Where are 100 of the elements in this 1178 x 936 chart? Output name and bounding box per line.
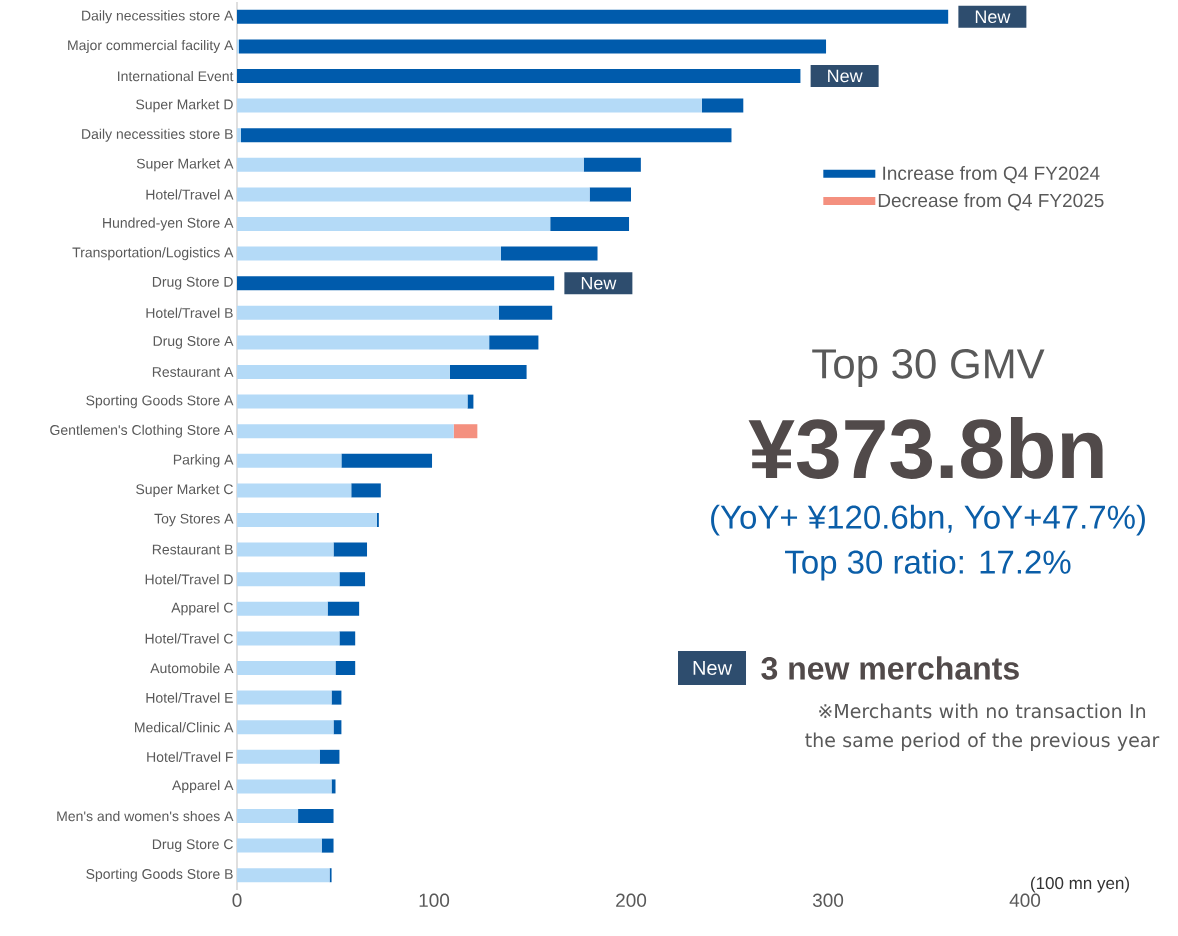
bar <box>237 9 949 24</box>
y-tick-label: Restaurant B <box>152 544 233 555</box>
bar <box>237 542 334 557</box>
bar <box>341 453 433 468</box>
bar <box>449 365 527 380</box>
bar <box>237 69 801 84</box>
bar <box>489 335 539 350</box>
bar <box>237 157 584 172</box>
y-tick-label: Hundred-yen Store A <box>103 217 234 231</box>
bar <box>321 838 334 853</box>
y-tick-label: Super Market C <box>136 483 233 497</box>
y-tick-label: Sporting Goods Store A <box>86 395 234 409</box>
bar <box>499 305 553 320</box>
y-tick-label: Hotel/Travel C <box>145 633 233 644</box>
bar <box>237 217 551 232</box>
bar <box>237 661 336 676</box>
bar <box>237 98 702 113</box>
x-tick-label: 0 <box>232 893 242 907</box>
y-tick-label: Hotel/Travel E <box>146 692 233 703</box>
y-tick-label: Drug Store C <box>152 839 233 852</box>
bar <box>237 720 334 735</box>
bar <box>237 246 501 261</box>
bar <box>237 335 490 350</box>
bar <box>339 631 356 646</box>
bar <box>237 187 590 202</box>
bar <box>339 572 366 587</box>
y-tick-label: Daily necessities store A <box>82 10 234 24</box>
bar <box>589 187 631 202</box>
bar <box>335 661 356 676</box>
bar <box>237 809 299 824</box>
bar <box>319 749 340 764</box>
y-tick-label: Hotel/Travel A <box>146 189 234 200</box>
y-tick-label: Drug Store D <box>152 276 233 290</box>
annotation: New <box>581 276 617 290</box>
bar <box>331 690 342 705</box>
bar <box>238 39 827 54</box>
y-tick-label: Toy Stores A <box>154 513 234 527</box>
y-tick-label: International Event <box>118 70 234 82</box>
bar <box>550 217 630 232</box>
bar <box>237 453 342 468</box>
bar <box>237 276 555 291</box>
bar <box>351 483 381 498</box>
x-tick-label: 300 <box>812 893 844 907</box>
annotation: Top 30 GMV <box>812 348 1045 388</box>
bar <box>237 483 352 498</box>
annotation: ※Merchants with no transaction In the same period of the previous year <box>805 703 1160 751</box>
y-tick-label: Hotel/Travel B <box>146 307 233 318</box>
bar <box>237 868 330 883</box>
y-tick-label: Hotel/Travel D <box>145 574 233 585</box>
bar <box>237 601 328 616</box>
y-tick-label: Sporting Goods Store B <box>86 868 233 882</box>
y-tick-label: Transportation/Logistics A <box>72 247 234 261</box>
annotation: New <box>693 661 733 675</box>
bar <box>237 749 320 764</box>
bar <box>237 690 332 705</box>
y-tick-label: Super Market A <box>136 158 234 172</box>
bar <box>327 601 360 616</box>
annotation: New <box>975 10 1011 24</box>
bar <box>467 394 474 409</box>
y-tick-label: Restaurant A <box>152 367 234 377</box>
y-tick-label: Hotel/Travel F <box>147 751 233 762</box>
annotation: Top 30 ratio: 17.2% <box>785 549 1071 581</box>
bar <box>298 809 334 824</box>
y-tick-label: Parking A <box>173 454 234 468</box>
y-tick-label: Men's and women's shoes A <box>57 810 234 822</box>
annotation: New <box>828 69 863 83</box>
y-tick-label: Daily necessities store B <box>82 128 233 142</box>
annotation: ¥373.8bn <box>748 417 1103 479</box>
annotation: (YoY+ ¥120.6bn, YoY+47.7%) <box>711 504 1145 536</box>
bar <box>701 98 744 113</box>
bar <box>237 631 340 646</box>
x-axis-title: (100 mn yen) <box>1030 876 1130 893</box>
y-tick-label: Drug Store A <box>153 336 234 349</box>
y-tick-label: Medical/Clinic A <box>135 722 234 733</box>
bar <box>237 424 454 439</box>
y-tick-label: Apparel A <box>172 779 234 793</box>
bar <box>453 424 478 439</box>
bar <box>237 572 340 587</box>
x-tick-label: 200 <box>616 893 647 907</box>
bar <box>237 779 332 794</box>
bar <box>237 838 322 853</box>
bar <box>583 157 641 172</box>
bar <box>240 128 732 143</box>
y-tick-label: Major commercial facility A <box>68 39 234 53</box>
bar <box>331 779 336 794</box>
legend-label: Increase from Q4 FY2024 <box>883 166 1100 184</box>
y-tick-label: Automobile A <box>150 662 234 674</box>
x-tick-label: 100 <box>419 893 450 907</box>
y-tick-label: Super Market D <box>136 99 233 113</box>
legend-label: Decrease from Q4 FY2025 <box>878 193 1104 211</box>
bar <box>237 365 450 380</box>
bar <box>237 128 241 143</box>
bar <box>500 246 598 261</box>
annotation: 3 new merchants <box>761 656 1019 680</box>
x-tick-label: 400 <box>1009 893 1041 907</box>
bar <box>237 394 468 409</box>
bar <box>237 513 377 528</box>
y-tick-label: Gentlemen's Clothing Store A <box>50 424 234 438</box>
y-tick-label: Apparel C <box>171 602 233 616</box>
bar <box>333 542 368 557</box>
